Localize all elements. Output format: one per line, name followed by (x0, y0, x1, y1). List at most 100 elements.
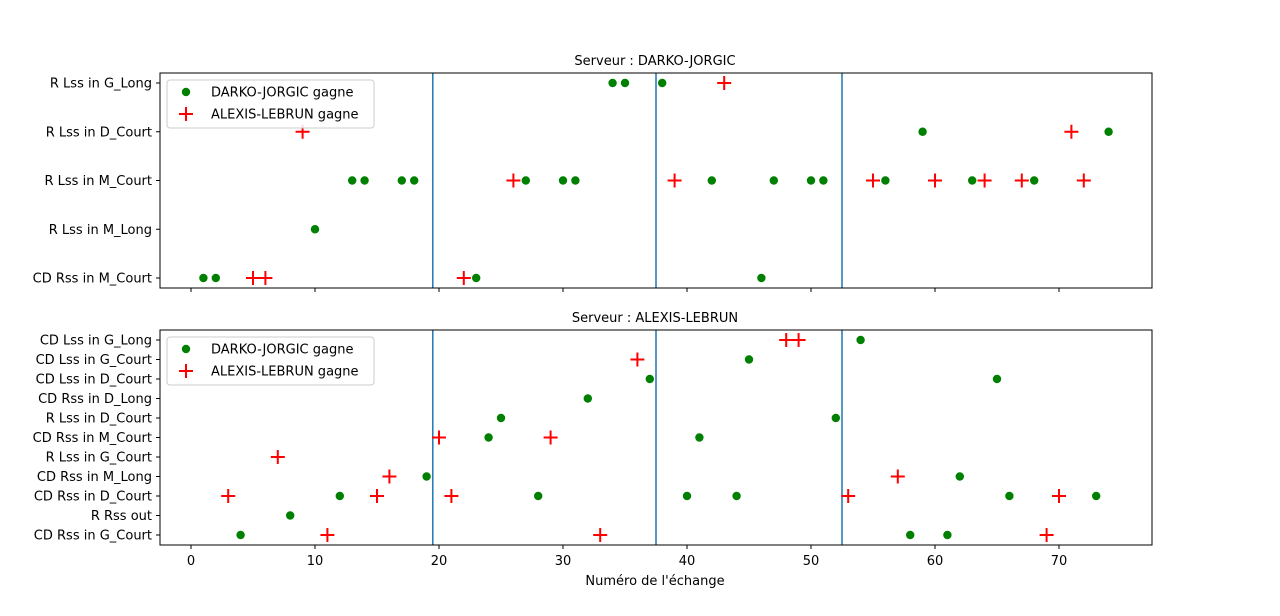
y-tick-label: CD Lss in D_Court (36, 373, 152, 388)
point-darko-jorgic-wins (211, 273, 220, 283)
legend-box (166, 336, 375, 386)
point-alexis-lebrun-wins (444, 489, 459, 503)
legend-label: ALEXIS-LEBRUN gagne (211, 365, 359, 380)
point-alexis-lebrun-wins (717, 76, 732, 90)
point-darko-jorgic-wins (583, 394, 592, 403)
x-tick-label: 20 (431, 554, 448, 569)
y-tick-label: R Lss in G_Long (50, 77, 152, 92)
y-tick-label: CD Rss in D_Court (34, 490, 152, 505)
y-tick-label: CD Rss in G_Court (34, 529, 152, 544)
x-tick-label: 40 (679, 554, 696, 569)
point-darko-jorgic-wins (658, 78, 667, 88)
y-tick-label: R Lss in D_Court (46, 125, 152, 140)
point-darko-jorgic-wins (534, 491, 543, 501)
point-darko-jorgic-wins (744, 355, 754, 364)
point-darko-jorgic-wins (918, 127, 927, 136)
point-alexis-lebrun-wins (543, 430, 558, 445)
point-alexis-lebrun-wins (928, 173, 942, 188)
point-darko-jorgic-wins (1030, 176, 1039, 185)
legend-box (166, 79, 375, 129)
point-darko-jorgic-wins (496, 413, 506, 423)
point-darko-jorgic-wins (348, 176, 357, 185)
point-darko-jorgic-wins (236, 530, 245, 540)
y-tick-label: CD Lss in G_Long (40, 334, 152, 349)
point-darko-jorgic-wins (608, 78, 617, 88)
x-tick-label: 70 (1051, 554, 1068, 569)
y-tick-label: R Lss in D_Court (46, 412, 152, 427)
panel-serveur-darko-jorgic: Serveur : DARKO-JORGIC CD Rss in M_Court… (33, 54, 1153, 292)
point-darko-jorgic-wins (819, 176, 828, 185)
legend-marker-circle (181, 87, 191, 97)
point-alexis-lebrun-wins (246, 271, 260, 285)
point-darko-jorgic-wins (695, 433, 704, 442)
point-darko-jorgic-wins (571, 176, 580, 185)
panel-serveur-alexis-lebrun: Serveur : ALEXIS-LEBRUN CD Rss in G_Cour… (33, 311, 1153, 569)
point-alexis-lebrun-wins (258, 271, 273, 285)
point-alexis-lebrun-wins (977, 173, 992, 188)
x-axis-label: Numéro de l'échange (585, 574, 724, 589)
point-darko-jorgic-wins (422, 472, 431, 481)
point-darko-jorgic-wins (806, 176, 816, 185)
point-darko-jorgic-wins (856, 335, 865, 345)
legend: DARKO-JORGIC gagne ALEXIS-LEBRUN gagne (166, 336, 375, 386)
point-darko-jorgic-wins (757, 273, 766, 283)
point-alexis-lebrun-wins (1052, 489, 1066, 503)
point-darko-jorgic-wins (1005, 491, 1014, 501)
point-alexis-lebrun-wins (1076, 173, 1091, 188)
legend-marker-plus (179, 107, 193, 121)
point-alexis-lebrun-wins (221, 489, 236, 503)
point-darko-jorgic-wins (831, 413, 840, 423)
point-darko-jorgic-wins (968, 176, 977, 185)
point-alexis-lebrun-wins (593, 528, 608, 542)
point-darko-jorgic-wins (199, 273, 208, 283)
point-alexis-lebrun-wins (1064, 124, 1079, 139)
y-tick-label: R Lss in M_Court (45, 174, 153, 189)
point-alexis-lebrun-wins (370, 489, 384, 503)
point-darko-jorgic-wins (992, 374, 1002, 384)
x-tick-label: 60 (927, 554, 944, 569)
point-alexis-lebrun-wins (779, 333, 794, 347)
legend-marker-circle (181, 344, 191, 354)
y-tick-label: CD Lss in G_Court (36, 353, 152, 368)
x-tick-label: 30 (555, 554, 572, 569)
legend-marker-plus (179, 364, 193, 378)
point-alexis-lebrun-wins (320, 528, 335, 542)
x-tick-label: 10 (307, 554, 324, 569)
point-darko-jorgic-wins (397, 176, 406, 185)
point-darko-jorgic-wins (360, 176, 369, 185)
point-darko-jorgic-wins (682, 491, 692, 501)
point-alexis-lebrun-wins (630, 352, 645, 367)
point-darko-jorgic-wins (881, 176, 890, 185)
point-alexis-lebrun-wins (432, 430, 446, 445)
point-darko-jorgic-wins (620, 78, 630, 88)
point-alexis-lebrun-wins (506, 173, 521, 188)
point-alexis-lebrun-wins (866, 173, 880, 188)
point-alexis-lebrun-wins (270, 450, 285, 464)
point-darko-jorgic-wins (955, 472, 964, 481)
point-alexis-lebrun-wins (890, 469, 905, 484)
point-alexis-lebrun-wins (456, 271, 471, 285)
point-alexis-lebrun-wins (791, 333, 806, 347)
panel-title: Serveur : DARKO-JORGIC (574, 54, 735, 69)
point-darko-jorgic-wins (335, 491, 344, 501)
panel-title: Serveur : ALEXIS-LEBRUN (572, 311, 738, 326)
y-tick-label: CD Rss in D_Long (38, 392, 152, 407)
legend-label: DARKO-JORGIC gagne (211, 86, 353, 101)
legend: DARKO-JORGIC gagne ALEXIS-LEBRUN gagne (166, 79, 375, 129)
point-darko-jorgic-wins (732, 491, 741, 501)
point-darko-jorgic-wins (943, 530, 952, 540)
point-darko-jorgic-wins (310, 225, 320, 234)
y-tick-label: CD Rss in M_Long (37, 470, 152, 485)
point-darko-jorgic-wins (707, 176, 716, 185)
point-darko-jorgic-wins (558, 176, 568, 185)
point-darko-jorgic-wins (906, 530, 915, 540)
point-alexis-lebrun-wins (1039, 528, 1054, 542)
point-darko-jorgic-wins (472, 273, 481, 283)
point-alexis-lebrun-wins (1014, 173, 1029, 188)
point-darko-jorgic-wins (521, 176, 530, 185)
x-tick-label: 50 (803, 554, 820, 569)
y-tick-label: CD Rss in M_Court (33, 272, 152, 287)
point-alexis-lebrun-wins (841, 489, 856, 503)
point-alexis-lebrun-wins (667, 173, 682, 188)
